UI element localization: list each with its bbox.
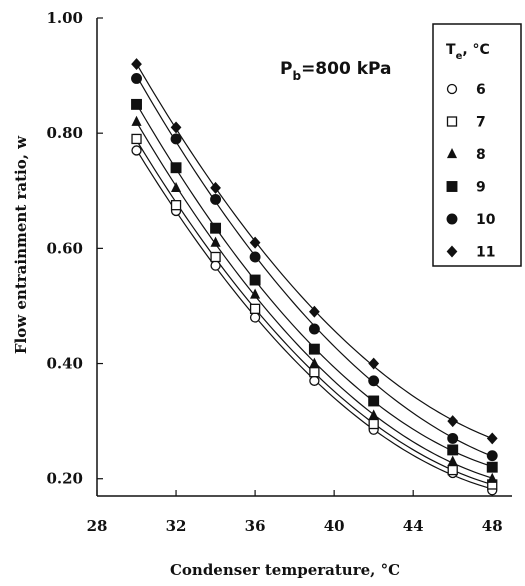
data-point-8 bbox=[309, 357, 320, 368]
legend-title-rest: , °C bbox=[462, 42, 489, 58]
data-point-7 bbox=[131, 133, 142, 145]
legend-items: 6 7 8 9 10 11 bbox=[446, 82, 496, 261]
data-point-7 bbox=[368, 418, 379, 430]
data-point-8 bbox=[487, 472, 498, 483]
data-markers bbox=[131, 58, 498, 496]
pressure-annotation: Pb=800 kPa bbox=[280, 59, 392, 83]
x-tick-label: 36 bbox=[245, 517, 266, 535]
data-point-8 bbox=[210, 236, 221, 247]
data-point-10 bbox=[170, 133, 182, 145]
legend-marker-7 bbox=[446, 116, 458, 127]
x-tick-label: 44 bbox=[403, 517, 424, 535]
data-point-10 bbox=[210, 193, 222, 205]
y-tick-label: 0.80 bbox=[46, 124, 83, 142]
data-point-6 bbox=[309, 375, 320, 386]
data-point-8 bbox=[368, 409, 379, 420]
data-point-7 bbox=[170, 200, 182, 211]
legend-title: Te, °C bbox=[446, 42, 490, 62]
data-point-9 bbox=[170, 162, 182, 174]
y-tick-label: 0.20 bbox=[46, 470, 83, 488]
y-axis-title: Flow entrainment ratio, w bbox=[12, 135, 30, 354]
data-point-9 bbox=[210, 222, 222, 234]
x-tick-label: 32 bbox=[166, 517, 187, 535]
x-tick-label: 28 bbox=[87, 517, 108, 535]
data-point-11 bbox=[210, 181, 221, 194]
data-point-10 bbox=[486, 450, 498, 462]
axes bbox=[96, 17, 512, 497]
data-point-8 bbox=[447, 455, 458, 466]
annotation-main: P bbox=[280, 59, 292, 79]
data-point-9 bbox=[308, 343, 320, 355]
data-point-9 bbox=[447, 444, 459, 456]
legend-label-7: 7 bbox=[476, 115, 486, 131]
data-point-11 bbox=[170, 121, 182, 134]
data-point-8 bbox=[170, 181, 182, 193]
legend: Te, °C 6 7 8 9 10 11 bbox=[432, 23, 522, 267]
legend-marker-9 bbox=[446, 181, 458, 192]
data-point-11 bbox=[486, 432, 498, 445]
x-axis-title: Condenser temperature, °C bbox=[170, 561, 400, 579]
data-point-7 bbox=[309, 367, 320, 378]
annotation-rest: =800 kPa bbox=[301, 59, 391, 79]
annotation-sub: b bbox=[292, 69, 301, 83]
data-point-10 bbox=[308, 323, 320, 335]
legend-marker-8 bbox=[446, 148, 458, 159]
legend-marker-6 bbox=[446, 83, 458, 95]
data-point-11 bbox=[368, 357, 380, 370]
data-point-9 bbox=[249, 274, 261, 286]
legend-box bbox=[432, 23, 522, 267]
data-point-11 bbox=[131, 58, 142, 71]
legend-marker-10 bbox=[446, 213, 458, 225]
data-point-11 bbox=[447, 415, 459, 428]
data-point-8 bbox=[131, 115, 142, 126]
data-point-9 bbox=[131, 98, 142, 110]
data-point-10 bbox=[368, 375, 380, 387]
y-tick-label: 0.40 bbox=[46, 355, 83, 373]
legend-title-main: T bbox=[446, 42, 456, 58]
legend-marker-11 bbox=[446, 245, 458, 258]
legend-label-6: 6 bbox=[476, 82, 486, 98]
data-point-8 bbox=[250, 288, 261, 299]
tick-labels: 28 32 36 40 44 48 0.20 0.40 0.60 0.80 1.00 bbox=[46, 9, 502, 535]
data-point-7 bbox=[210, 251, 221, 263]
legend-label-9: 9 bbox=[476, 180, 486, 196]
x-tick-label: 48 bbox=[482, 517, 503, 535]
y-tick-label: 1.00 bbox=[46, 9, 83, 27]
data-point-7 bbox=[249, 303, 261, 314]
legend-title-sub: e bbox=[456, 51, 463, 62]
data-point-9 bbox=[368, 395, 380, 407]
data-point-6 bbox=[249, 312, 261, 323]
data-point-7 bbox=[447, 464, 458, 476]
legend-label-10: 10 bbox=[476, 212, 496, 228]
data-point-11 bbox=[309, 305, 320, 318]
y-tick-label: 0.60 bbox=[46, 239, 83, 257]
legend-label-8: 8 bbox=[476, 147, 486, 163]
legend-label-11: 11 bbox=[476, 245, 495, 261]
data-point-10 bbox=[447, 432, 459, 444]
x-tick-label: 40 bbox=[324, 517, 345, 535]
data-point-9 bbox=[486, 461, 498, 473]
data-point-11 bbox=[249, 236, 261, 249]
data-point-10 bbox=[131, 73, 142, 84]
data-point-6 bbox=[131, 145, 142, 156]
data-point-10 bbox=[249, 251, 261, 263]
data-point-6 bbox=[210, 260, 221, 271]
